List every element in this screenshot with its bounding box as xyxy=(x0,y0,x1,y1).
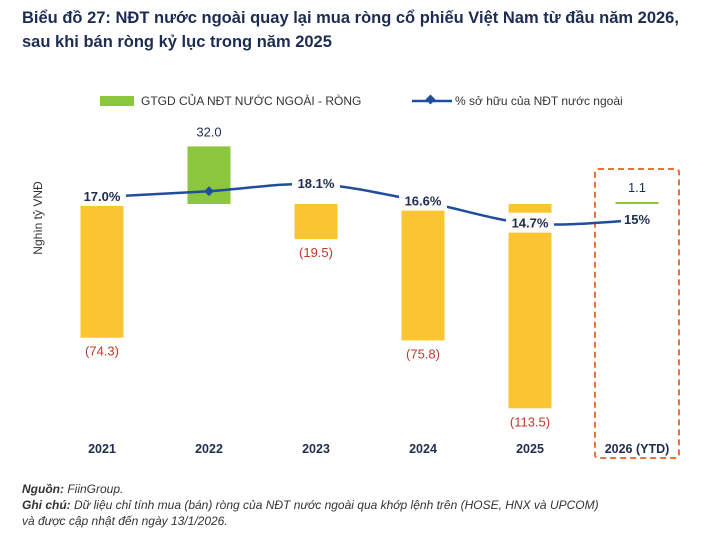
x-tick-2025: 2025 xyxy=(516,442,544,456)
line-label-2023: 18.1% xyxy=(298,176,335,191)
source-text: FiinGroup. xyxy=(63,482,124,496)
bar-2025 xyxy=(508,204,552,409)
bar-label-2024: (75.8) xyxy=(406,346,440,361)
legend-bar-label: GTGD CỦA NĐT NƯỚC NGOÀI - RÒNG xyxy=(141,93,361,108)
x-tick-2022: 2022 xyxy=(195,442,223,456)
line-label-bg-2025 xyxy=(506,212,554,233)
chart-title-line-1: Biểu đồ 27: NĐT nước ngoài quay lại mua … xyxy=(22,9,679,27)
bar-2024 xyxy=(401,204,445,341)
x-tick-2026 (YTD): 2026 (YTD) xyxy=(605,442,670,456)
bar-2021 xyxy=(80,204,124,338)
footnote: Ghi chú: Dữ liệu chỉ tính mua (bán) ròng… xyxy=(22,498,599,512)
line-label-bg-2021 xyxy=(78,186,126,206)
line-marker-2022 xyxy=(204,186,214,197)
line-label-2024: 16.6% xyxy=(405,194,442,209)
highlight-box xyxy=(594,168,680,459)
source-label: Nguồn: xyxy=(22,482,64,496)
bar-label-2025: (113.5) xyxy=(510,414,550,429)
x-tick-2024: 2024 xyxy=(409,442,437,456)
chart-title: Biểu đồ 27: NĐT nước ngoài quay lại mua … xyxy=(22,6,722,54)
line-label-2025: 14.7% xyxy=(512,216,549,231)
note-label: Ghi chú: xyxy=(22,498,71,512)
bar-label-2022: 32.0 xyxy=(196,124,221,139)
bar-2023 xyxy=(294,204,338,240)
y-axis-label: Nghìn tỷ VNĐ xyxy=(31,181,45,255)
bar-2026 (YTD) xyxy=(615,202,659,204)
line-label-bg-2024 xyxy=(399,190,447,211)
note-text: Dữ liệu chỉ tính mua (bán) ròng của NĐT … xyxy=(70,498,599,512)
ownership-line xyxy=(101,182,638,226)
line-label-2026 (YTD): 15% xyxy=(624,212,650,227)
footnote-line-2: và được cập nhật đến ngày 13/1/2026. xyxy=(22,514,228,528)
legend-line-label: % sở hữu của NĐT nước ngoài xyxy=(455,94,623,108)
source-note: Nguồn: FiinGroup. xyxy=(22,482,123,496)
chart-title-line-2: sau khi bán ròng kỷ lục trong năm 2025 xyxy=(22,33,332,51)
line-label-bg-2023 xyxy=(292,173,340,194)
bar-label-2021: (74.3) xyxy=(85,344,119,359)
legend-line-marker xyxy=(425,94,436,105)
line-label-2021: 17.0% xyxy=(84,189,121,204)
bar-label-2026 (YTD): 1.1 xyxy=(628,180,646,195)
bar-label-2023: (19.5) xyxy=(299,245,333,260)
legend-bar-swatch xyxy=(100,96,134,106)
line-label-bg-2026 (YTD) xyxy=(621,209,653,230)
x-tick-2023: 2023 xyxy=(302,442,330,456)
x-tick-2021: 2021 xyxy=(88,442,116,456)
